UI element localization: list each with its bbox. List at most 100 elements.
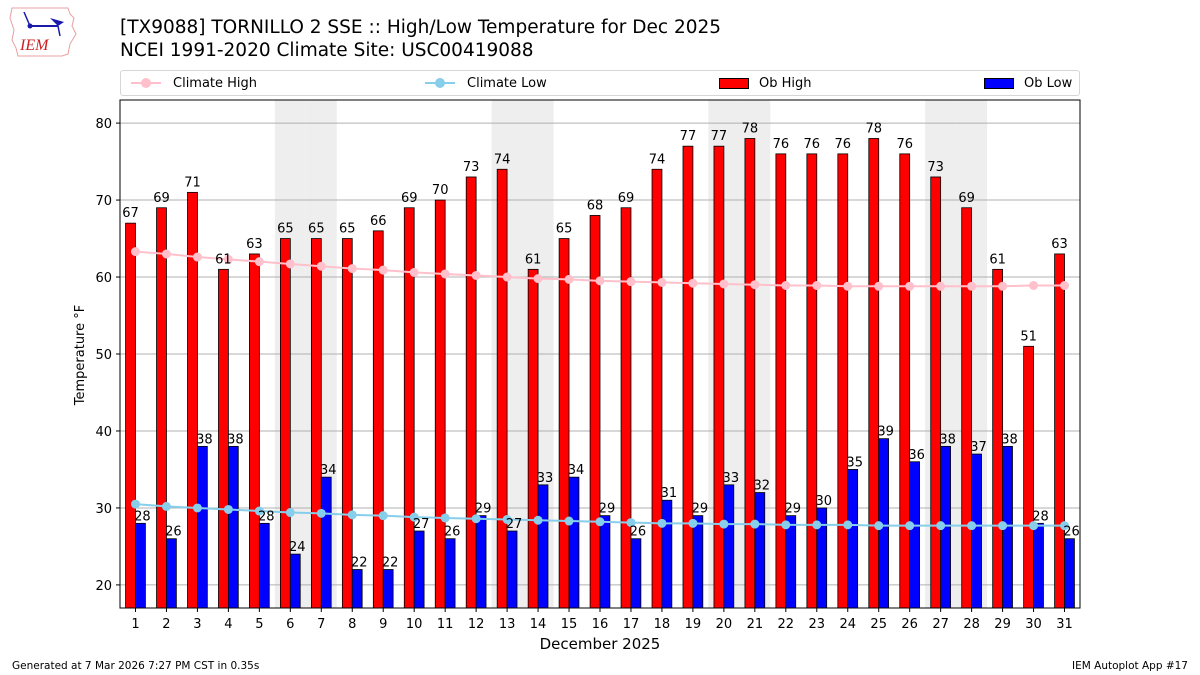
app-credit: IEM Autoplot App #17 <box>1072 660 1188 672</box>
ob-high-swatch <box>719 77 749 89</box>
bar-ob-low <box>847 469 859 609</box>
bar-ob-high <box>620 207 632 609</box>
plot-frame <box>119 99 1081 609</box>
climate-low-point <box>874 521 884 531</box>
bar-ob-high <box>496 168 508 609</box>
ob-low-label: 31 <box>661 486 678 501</box>
ob-low-label: 36 <box>908 448 925 463</box>
x-axis-label: December 2025 <box>540 635 661 653</box>
ob-low-label: 34 <box>320 463 337 478</box>
y-tick-label: 30 <box>95 502 112 517</box>
ob-high-label: 65 <box>556 222 573 237</box>
ob-low-label: 28 <box>134 509 151 524</box>
ob-low-label: 33 <box>537 471 554 486</box>
x-tick-label: 13 <box>499 617 516 632</box>
climate-low-point <box>223 504 233 514</box>
y-tick-label: 70 <box>95 194 112 209</box>
ob-low-label: 37 <box>970 440 987 455</box>
x-tick-label: 22 <box>778 617 795 632</box>
ob-low-label: 34 <box>568 463 585 478</box>
climate-low-point <box>409 512 419 522</box>
x-tick-label: 5 <box>255 617 263 632</box>
legend-item-ob-low: Ob Low <box>984 74 1072 92</box>
ob-low-label: 27 <box>413 517 430 532</box>
ob-high-label: 63 <box>246 237 263 252</box>
x-tick-label: 31 <box>1056 617 1073 632</box>
x-tick-label: 1 <box>131 617 139 632</box>
bar-ob-high <box>1054 253 1065 609</box>
x-tick-label: 6 <box>286 617 294 632</box>
ob-high-label: 67 <box>122 206 139 221</box>
climate-low-point <box>688 518 698 528</box>
climate-low-point <box>905 521 915 531</box>
bar-ob-low <box>1064 538 1075 609</box>
climate-low-point <box>657 518 667 528</box>
ob-high-label: 74 <box>494 152 511 167</box>
ob-low-label: 33 <box>723 471 740 486</box>
ob-low-label: 24 <box>289 540 306 555</box>
ob-low-label: 28 <box>258 509 275 524</box>
x-tick-label: 18 <box>654 617 671 632</box>
climate-low-point <box>595 517 605 527</box>
climate-low-point <box>564 516 574 526</box>
x-tick-label: 26 <box>901 617 918 632</box>
ob-high-label: 77 <box>680 129 697 144</box>
climate-low-point <box>378 511 388 521</box>
bar-ob-low <box>754 492 766 609</box>
ob-low-label: 39 <box>877 425 894 440</box>
x-tick-label: 27 <box>932 617 949 632</box>
ob-low-label: 26 <box>1063 525 1080 540</box>
x-tick-label: 8 <box>348 617 356 632</box>
legend-item-climate-high: Climate High <box>131 74 257 92</box>
ob-high-label: 61 <box>989 252 1006 267</box>
x-tick-label: 25 <box>870 617 887 632</box>
climate-high-point <box>998 281 1008 291</box>
ob-high-label: 65 <box>277 222 294 237</box>
climate-high-point <box>161 249 171 259</box>
ob-low-label: 29 <box>475 502 492 517</box>
bar-ob-high <box>558 238 570 609</box>
bar-ob-low <box>258 522 270 609</box>
bar-ob-high <box>372 230 384 609</box>
bar-ob-high <box>434 199 446 609</box>
climate-low-point <box>1060 521 1070 531</box>
bar-ob-low <box>197 445 208 609</box>
y-tick-label: 40 <box>95 425 112 440</box>
ob-high-label: 76 <box>773 137 790 152</box>
climate-low-point <box>812 520 822 530</box>
ob-low-label: 22 <box>382 556 399 571</box>
climate-high-point <box>254 257 264 267</box>
bar-ob-high <box>744 138 756 609</box>
bar-ob-high <box>930 176 942 609</box>
ob-high-label: 78 <box>742 121 759 136</box>
climate-low-point <box>254 506 264 516</box>
ob-high-label: 65 <box>339 222 356 237</box>
ob-high-label: 65 <box>308 222 325 237</box>
bar-ob-low <box>289 553 301 609</box>
bar-ob-low <box>1033 522 1044 609</box>
x-tick-label: 7 <box>317 617 325 632</box>
climate-high-point <box>905 281 915 291</box>
bar-ob-high <box>713 145 725 609</box>
ob-high-label: 61 <box>215 252 232 267</box>
bar-ob-high <box>961 207 973 609</box>
ob-high-label: 63 <box>1051 237 1068 252</box>
generated-timestamp: Generated at 7 Mar 2026 7:27 PM CST in 0… <box>12 660 260 672</box>
ob-high-label: 66 <box>370 214 387 229</box>
climate-high-point <box>130 247 140 257</box>
bar-ob-high <box>249 253 260 609</box>
x-tick-label: 30 <box>1025 617 1042 632</box>
climate-low-point <box>440 513 450 523</box>
ob-low-label: 38 <box>196 432 213 447</box>
climate-high-point <box>1060 280 1070 290</box>
bar-ob-low <box>475 515 487 609</box>
climate-low-point <box>936 521 946 531</box>
bar-ob-high <box>651 168 663 609</box>
x-tick-label: 9 <box>379 617 387 632</box>
ob-high-label: 78 <box>865 121 882 136</box>
ob-high-label: 69 <box>958 191 975 206</box>
climate-low-point <box>998 521 1008 531</box>
ob-high-label: 68 <box>587 198 604 213</box>
climate-low-swatch <box>425 78 455 88</box>
x-tick-label: 2 <box>162 617 170 632</box>
